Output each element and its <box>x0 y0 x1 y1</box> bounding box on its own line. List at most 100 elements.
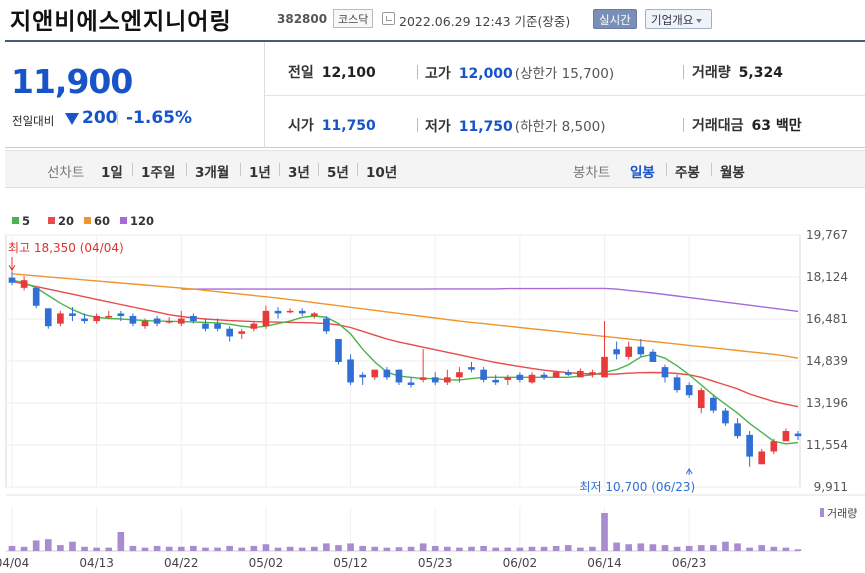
volume-bar <box>45 539 52 551</box>
period-5y[interactable]: 5년 <box>327 161 349 181</box>
volume-bar <box>589 547 596 551</box>
volume-bar <box>69 542 76 551</box>
candle-body <box>468 367 475 370</box>
volume-bar <box>722 542 729 551</box>
period-3m[interactable]: 3개월 <box>195 161 229 181</box>
legend-label: 20 <box>58 214 74 228</box>
y-tick-label: 14,839 <box>806 354 848 368</box>
volume-bar <box>432 546 439 551</box>
volume-bar <box>758 545 765 551</box>
change-amount: 200 <box>82 108 118 128</box>
divider <box>318 163 319 176</box>
candle-body <box>69 313 76 316</box>
candle-body <box>238 331 245 334</box>
volume-bar <box>698 545 705 551</box>
volume-bar <box>686 546 693 551</box>
candle-body <box>323 319 330 332</box>
legend-swatch <box>120 217 127 224</box>
volume-bar <box>565 545 572 551</box>
candle-body <box>432 377 439 382</box>
volume-bar <box>371 547 378 551</box>
volume-bar <box>492 548 499 551</box>
candle-body <box>553 372 560 377</box>
x-tick-label: 05/12 <box>333 556 368 570</box>
candle-body <box>577 371 584 377</box>
volume-bar <box>770 547 777 551</box>
volume-bar <box>142 548 149 551</box>
period-1y[interactable]: 1년 <box>249 161 271 181</box>
period-10y[interactable]: 10년 <box>366 161 397 181</box>
divider <box>417 118 418 132</box>
candle-body <box>480 370 487 380</box>
low-price: 저가 11,750 (하한가 8,500) <box>425 115 606 136</box>
divider <box>240 163 241 176</box>
legend-label: 120 <box>130 214 154 228</box>
candle-body <box>758 451 765 464</box>
candle-body <box>396 370 403 383</box>
volume-bar <box>287 547 294 551</box>
y-tick-label: 16,481 <box>806 312 848 326</box>
candle-daily[interactable]: 일봉 <box>630 161 655 181</box>
change-label: 전일대비 <box>12 113 54 129</box>
candle-body <box>142 321 149 326</box>
candle-body <box>613 349 620 354</box>
candle-weekly[interactable]: 주봉 <box>675 161 700 181</box>
price-summary: 11,900 전일대비 200 -1.65% 전일 12,100 고가 12,000… <box>5 40 865 148</box>
volume-bar <box>601 513 608 551</box>
volume-bar <box>553 546 560 551</box>
period-1w[interactable]: 1주일 <box>141 161 175 181</box>
candle-body <box>299 311 306 314</box>
volume-bar <box>202 548 209 551</box>
volume-bar <box>166 547 173 551</box>
volume-bar <box>214 548 221 551</box>
volume-bar <box>541 547 548 551</box>
company-overview-button[interactable]: 기업개요 <box>645 9 712 29</box>
candle-body <box>662 367 669 377</box>
legend-label: 60 <box>94 214 110 228</box>
x-tick-label: 06/23 <box>672 556 707 570</box>
candle-body <box>166 321 173 323</box>
candle-body <box>347 359 354 382</box>
realtime-button[interactable]: 실시간 <box>593 9 637 29</box>
candle-body <box>444 377 451 382</box>
volume-bar <box>456 548 463 551</box>
candle-body <box>517 375 524 380</box>
candle-body <box>541 375 548 378</box>
volume-bar <box>190 546 197 551</box>
volume-bar <box>504 548 511 551</box>
volume-bar <box>226 546 233 551</box>
candle-body <box>456 372 463 377</box>
candle-body <box>93 316 100 321</box>
period-1d[interactable]: 1일 <box>101 161 123 181</box>
candle-body <box>263 311 270 326</box>
volume-bar <box>81 547 88 551</box>
volume-bar <box>746 548 753 551</box>
candle-body <box>154 319 161 324</box>
legend-swatch <box>12 217 19 224</box>
candle-monthly[interactable]: 월봉 <box>720 161 745 181</box>
divider <box>683 65 684 79</box>
chevron-down-icon <box>696 19 702 23</box>
candle-chart-label: 봉차트 <box>573 161 610 181</box>
stock-chart: 19,767 18,124 16,481 14,839 13,196 11,554 9,91… <box>0 195 865 573</box>
market-badge: 코스닥 <box>333 9 373 28</box>
volume: 거래량 5,324 <box>692 62 783 82</box>
volume-bar <box>577 548 584 551</box>
candle-body <box>783 431 790 441</box>
candle-body <box>33 288 40 306</box>
volume-bar <box>57 545 64 551</box>
divider <box>357 163 358 176</box>
candle-body <box>178 319 185 324</box>
period-bar: 선차트 1일 1주일 3개월 1년 3년 5년 10년 봉차트 일봉 주봉 월봉 <box>5 150 865 188</box>
volume-bar <box>347 543 354 551</box>
volume-bar <box>238 548 245 551</box>
x-tick-label: 05/02 <box>249 556 284 570</box>
volume-bar <box>783 548 790 551</box>
header: 지앤비에스엔지니어링 382800 코스닥 2022.06.29 12:43 기… <box>0 0 865 38</box>
period-3y[interactable]: 3년 <box>288 161 310 181</box>
legend-label: 5 <box>22 214 30 228</box>
candle-body <box>214 324 221 329</box>
volume-bar <box>275 548 282 551</box>
company-overview-label: 기업개요 <box>651 13 693 27</box>
volume-bar <box>795 549 802 551</box>
